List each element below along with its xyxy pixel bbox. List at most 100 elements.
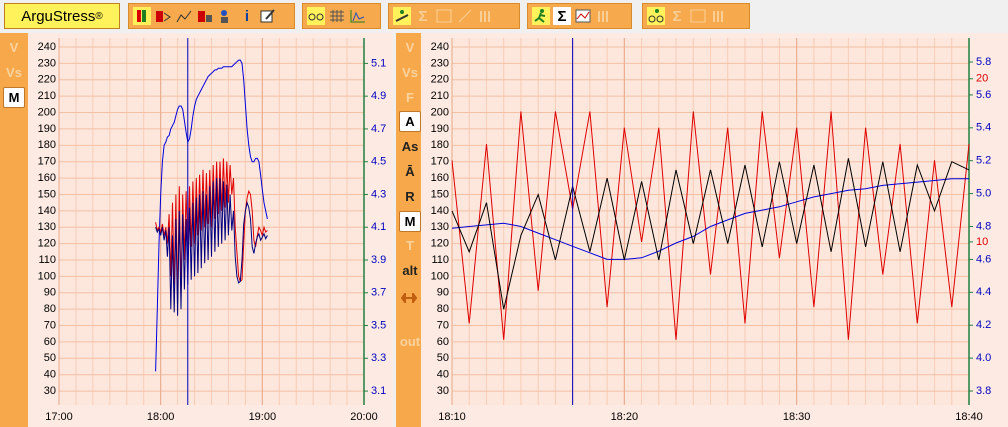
y-tick-label: 70 (437, 319, 449, 331)
y-tick-label: 70 (44, 319, 56, 331)
ski-chart-button[interactable] (435, 7, 453, 25)
ski-sum-button[interactable]: Σ (418, 7, 428, 25)
side-button[interactable]: R (405, 188, 415, 204)
bike-group: Σ (642, 3, 750, 29)
detail-chart: 30 40 50 60 70 80 90 100 110 120 130 140 150 160 170 18… (421, 33, 1008, 427)
person-button[interactable] (217, 7, 235, 25)
y-tick-label: 110 (38, 254, 56, 266)
y-tick-label: 180 (431, 139, 449, 151)
side-button[interactable]: out (399, 334, 421, 349)
series-line (451, 111, 970, 340)
side-button[interactable]: V (9, 40, 19, 55)
x-tick-label: 18:30 (783, 411, 811, 423)
series-line (155, 158, 268, 302)
y2-tick-label: 5.4 (976, 122, 991, 134)
y-tick-label: 90 (44, 287, 56, 299)
y-tick-label: 230 (38, 57, 56, 69)
glasses-button[interactable] (307, 7, 325, 25)
ski-percent-button[interactable] (456, 7, 474, 25)
y-tick-label: 30 (44, 385, 56, 397)
y2-tick-label: 5.1 (371, 57, 386, 69)
save-button[interactable] (196, 7, 214, 25)
y-tick-label: 100 (38, 270, 56, 282)
x-tick-label: 20:00 (350, 411, 378, 423)
y2-tick-label: 5.0 (976, 188, 991, 200)
y2-tick-label: 4.2 (976, 319, 991, 331)
x-tick-label: 18:40 (955, 411, 983, 423)
y-tick-label: 30 (437, 385, 449, 397)
bike-chart-button[interactable] (689, 7, 707, 25)
app-title[interactable]: ArguStress ® (4, 3, 120, 29)
book-button[interactable] (133, 7, 151, 25)
edit-button[interactable] (259, 7, 277, 25)
expand-button[interactable] (398, 287, 420, 308)
y-tick-label: 130 (38, 221, 56, 233)
y2-tick-label: 4.9 (371, 90, 386, 102)
open-button[interactable] (154, 7, 172, 25)
bike-button[interactable] (647, 7, 665, 25)
y-tick-label: 220 (431, 74, 449, 86)
x-tick-label: 18:10 (438, 411, 466, 423)
side-button[interactable]: A (399, 111, 421, 133)
left-panel: 30 40 50 60 70 80 90 100 110 120 130 140 150 160 170 18… (0, 33, 393, 427)
y2-tick-label: 4.8 (976, 220, 991, 232)
y3-tick-label: 10 (976, 236, 988, 248)
y-tick-label: 170 (431, 156, 449, 168)
y2-tick-label: 5.2 (976, 155, 991, 167)
side-button[interactable]: F (406, 89, 414, 105)
y-tick-label: 140 (38, 205, 56, 217)
series-line (451, 178, 969, 260)
y2-tick-label: 4.0 (976, 352, 991, 364)
side-button[interactable]: M (3, 87, 25, 108)
y2-tick-label: 5.6 (976, 89, 991, 101)
y-tick-label: 160 (38, 172, 56, 184)
x-tick-label: 18:20 (611, 411, 639, 423)
y-tick-label: 210 (431, 90, 449, 102)
bike-bars-button[interactable] (710, 7, 728, 25)
y-tick-label: 60 (437, 336, 449, 348)
y-tick-label: 240 (38, 41, 56, 53)
run-sum-button[interactable]: Σ (553, 7, 571, 25)
y-tick-label: 200 (431, 106, 449, 118)
grid-button[interactable] (328, 7, 346, 25)
y-tick-label: 40 (44, 369, 56, 381)
ski-bars-button[interactable] (477, 7, 495, 25)
run-button[interactable] (532, 7, 550, 25)
side-button[interactable]: V (405, 40, 415, 55)
y2-tick-label: 3.5 (371, 319, 386, 331)
side-button[interactable]: T (406, 238, 414, 254)
bike-sum-button[interactable]: Σ (672, 7, 682, 25)
x-tick-label: 18:00 (147, 411, 175, 423)
graph-button[interactable] (349, 7, 367, 25)
y-tick-label: 190 (431, 123, 449, 135)
y-tick-label: 160 (431, 172, 449, 184)
side-button[interactable]: alt (402, 263, 418, 279)
y-tick-label: 200 (38, 106, 56, 118)
view-group (302, 3, 381, 29)
y2-tick-label: 4.5 (371, 156, 386, 168)
y2-tick-label: 3.8 (976, 385, 991, 397)
run-bars-button[interactable] (595, 7, 613, 25)
run-chart-button[interactable] (574, 7, 592, 25)
run-group: Σ (527, 3, 632, 29)
y-tick-label: 130 (431, 221, 449, 233)
side-button[interactable]: As (401, 139, 419, 155)
y2-tick-label: 3.3 (371, 352, 386, 364)
y2-tick-label: 4.3 (371, 188, 386, 200)
series-line (155, 59, 268, 372)
y-tick-label: 170 (38, 156, 56, 168)
y2-tick-label: 4.7 (371, 123, 386, 135)
side-button[interactable]: Vs (6, 65, 22, 80)
y-tick-label: 80 (44, 303, 56, 315)
y-tick-label: 90 (437, 287, 449, 299)
stats-button[interactable] (175, 7, 193, 25)
ski-button[interactable] (393, 7, 411, 25)
title-text: ArguStress (21, 7, 96, 25)
side-button[interactable]: Vs (402, 64, 418, 80)
side-button[interactable]: M (399, 210, 421, 232)
toolbar: ArguStress ® i Σ Σ Σ (0, 0, 1008, 32)
info-button[interactable]: i (244, 7, 250, 25)
ski-group: Σ (388, 3, 520, 29)
side-button[interactable]: Ā (405, 164, 415, 179)
overview-chart: 30 40 50 60 70 80 90 100 110 120 130 140 150 160 170 18… (28, 33, 393, 427)
